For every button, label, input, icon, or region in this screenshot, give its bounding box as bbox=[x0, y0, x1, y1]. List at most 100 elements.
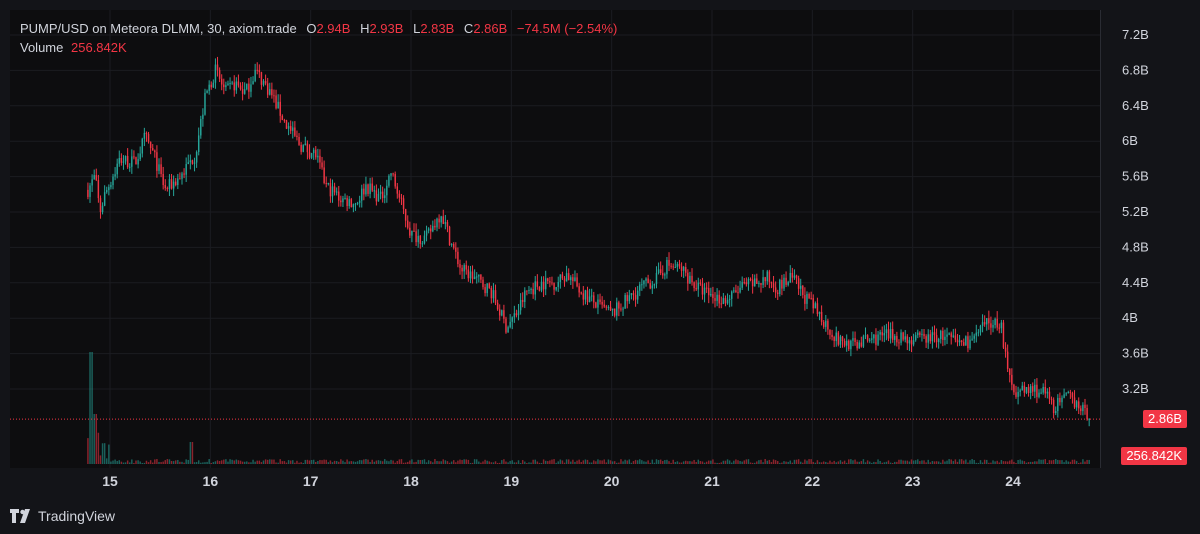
candle-body bbox=[480, 274, 482, 280]
candle-body bbox=[808, 294, 810, 299]
candle-body bbox=[373, 190, 376, 192]
candle-body bbox=[1029, 386, 1032, 393]
volume-bar bbox=[875, 462, 877, 464]
candle-body bbox=[440, 216, 442, 223]
volume-bar bbox=[346, 459, 348, 464]
volume-bar bbox=[570, 461, 572, 464]
volume-bar bbox=[1019, 459, 1021, 464]
candle-body bbox=[346, 198, 348, 206]
volume-bar bbox=[296, 460, 298, 464]
candle-body bbox=[394, 174, 396, 187]
candle-body bbox=[241, 89, 244, 94]
footer-brand[interactable]: TradingView bbox=[10, 505, 115, 527]
candle-body bbox=[129, 166, 131, 168]
candle-body bbox=[584, 290, 587, 300]
candle-body bbox=[841, 336, 844, 342]
candle-body bbox=[174, 181, 177, 186]
volume-bar bbox=[241, 461, 244, 464]
volume-bar bbox=[289, 460, 292, 464]
volume-bar bbox=[1032, 461, 1034, 464]
volume-bar bbox=[745, 459, 748, 464]
candle-body bbox=[565, 273, 568, 282]
candle-body bbox=[342, 198, 344, 203]
candle-body bbox=[536, 281, 539, 287]
candle-body bbox=[810, 298, 812, 300]
volume-bar bbox=[887, 460, 890, 464]
candle-body bbox=[1000, 322, 1003, 329]
candle-body bbox=[883, 333, 886, 336]
volume-bar bbox=[689, 461, 691, 464]
candle-body bbox=[960, 340, 963, 343]
volume-bar bbox=[925, 462, 927, 464]
candle-body bbox=[816, 303, 819, 314]
candle-body bbox=[624, 295, 626, 309]
volume-bar bbox=[363, 459, 365, 464]
volume-bar bbox=[124, 462, 127, 464]
y-tick-label: 3.2B bbox=[1122, 381, 1149, 396]
candle-body bbox=[461, 267, 463, 272]
volume-bar bbox=[375, 460, 378, 464]
candle-body bbox=[705, 287, 708, 289]
volume-bar bbox=[524, 461, 526, 464]
volume-bar bbox=[294, 462, 296, 464]
candle-body bbox=[923, 333, 925, 337]
candle-body bbox=[693, 282, 695, 288]
candle-body bbox=[1004, 347, 1007, 352]
candle-body bbox=[423, 235, 426, 244]
candle-body bbox=[388, 175, 390, 186]
volume-bar bbox=[475, 459, 478, 464]
volume-bar bbox=[335, 461, 338, 464]
candle-body bbox=[1052, 399, 1055, 414]
volume-bar bbox=[367, 459, 369, 464]
volume-bar bbox=[588, 462, 591, 464]
x-tick-label: 18 bbox=[403, 473, 419, 489]
candle-body bbox=[651, 285, 654, 289]
volume-bar bbox=[254, 461, 256, 464]
candle-body bbox=[204, 92, 206, 115]
plot-area[interactable]: 7.2B 6.8B 6.4B 6B 5.6B 5.2B 4.8B 4.4B 4B 3.6B 3.2B… bbox=[10, 10, 1149, 489]
candle-body bbox=[260, 72, 263, 85]
candle-body bbox=[438, 218, 440, 223]
candle-body bbox=[720, 303, 723, 305]
candle-body bbox=[971, 338, 973, 340]
volume-bar bbox=[668, 461, 670, 464]
volume-bar bbox=[448, 462, 451, 464]
volume-bar bbox=[452, 460, 455, 464]
candle-body bbox=[747, 278, 750, 285]
candle-body bbox=[231, 82, 233, 84]
volume-bar bbox=[450, 461, 453, 464]
volume-label[interactable]: Volume bbox=[20, 40, 64, 55]
volume-bar bbox=[377, 460, 380, 464]
volume-bar bbox=[601, 460, 603, 464]
symbol-title[interactable]: PUMP/USD on Meteora DLMM, 30, axiom.trad… bbox=[20, 21, 297, 36]
candle-body bbox=[885, 329, 888, 334]
candle-body bbox=[350, 199, 353, 208]
volume-bar bbox=[701, 461, 704, 464]
volume-bar bbox=[384, 459, 386, 464]
volume-bar bbox=[352, 461, 355, 464]
candle-body bbox=[1054, 411, 1057, 414]
candle-body bbox=[501, 310, 503, 316]
volume-bar bbox=[292, 460, 294, 464]
volume-bar bbox=[634, 459, 637, 464]
volume-bar bbox=[532, 459, 534, 464]
candle-body bbox=[302, 145, 304, 152]
candle-body bbox=[937, 338, 940, 343]
candle-body bbox=[912, 340, 915, 345]
volume-bar bbox=[528, 462, 530, 464]
volume-bar bbox=[404, 462, 407, 464]
volume-bar bbox=[751, 462, 754, 464]
candle-body bbox=[112, 176, 114, 186]
candle-body bbox=[147, 134, 150, 142]
volume-bar bbox=[900, 459, 902, 464]
volume-bar bbox=[889, 462, 892, 464]
volume-bar bbox=[919, 461, 921, 464]
volume-bar bbox=[624, 459, 626, 464]
volume-bar bbox=[703, 462, 706, 464]
volume-bar bbox=[747, 459, 750, 464]
candle-body bbox=[839, 336, 842, 345]
volume-bar bbox=[651, 459, 654, 464]
candle-body bbox=[797, 278, 800, 289]
ohlc-legend: PUMP/USD on Meteora DLMM, 30, axiom.trad… bbox=[20, 19, 617, 38]
